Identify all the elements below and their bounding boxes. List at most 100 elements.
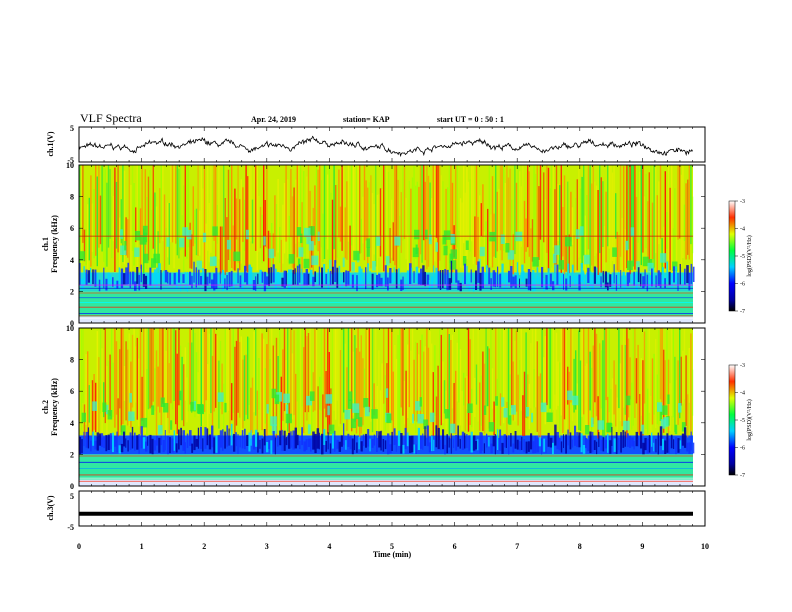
spectrum-streak: [215, 267, 218, 290]
spectrum-streak: [90, 440, 92, 452]
spectrum-streak: [467, 328, 470, 432]
spectrum-streak: [131, 334, 134, 408]
spectrum-patch: [140, 417, 148, 428]
spectrum-streak: [291, 353, 294, 420]
spectrum-streak: [574, 425, 577, 446]
spectrum-streak: [296, 265, 299, 286]
spectrum-streak: [129, 271, 131, 289]
spectrum-streak: [138, 358, 140, 427]
spectrum-streak: [544, 336, 546, 425]
spectrum-patch: [325, 394, 333, 404]
spectrum-streak: [376, 275, 379, 288]
spectrum-streak: [305, 439, 308, 450]
spectrum-streak: [681, 433, 685, 446]
spectrum-streak: [79, 328, 81, 429]
spectrum-streak: [79, 436, 82, 454]
frequency-tick-label: 2: [70, 450, 74, 459]
spectrum-streak: [596, 267, 598, 284]
spectrum-streak: [450, 433, 452, 454]
spectrum-streak: [530, 228, 532, 271]
spectrum-streak: [95, 165, 97, 256]
spectrum-streak: [109, 169, 111, 239]
spectrum-streak: [106, 182, 108, 267]
spectrum-streak: [199, 328, 201, 406]
spectrum-streak: [349, 273, 352, 289]
spectrum-streak: [347, 270, 350, 286]
spectrum-streak: [431, 343, 433, 432]
spectrum-streak: [479, 272, 482, 291]
spectrum-streak: [118, 445, 122, 454]
spectrum-streak: [373, 434, 376, 446]
spectrum-streak: [397, 179, 399, 248]
time-tick-label: 1: [140, 542, 144, 551]
spectrum-streak: [554, 424, 557, 446]
spectrum-streak: [603, 226, 606, 275]
spectrum-streak: [115, 341, 118, 415]
spectrum-streak: [270, 440, 273, 454]
spectrum-streak: [643, 331, 646, 404]
spectrum-streak: [285, 270, 287, 286]
spectrum-streak: [82, 328, 84, 404]
time-tick-label: 2: [202, 542, 206, 551]
ch1-waveform-ticks: [78, 127, 706, 162]
spectrum-streak: [619, 363, 622, 422]
spectrum-streak: [367, 263, 369, 283]
spectrum-streak: [434, 345, 436, 416]
spectrum-streak: [568, 234, 570, 274]
spectrum-patch: [342, 257, 345, 267]
spectrum-streak: [298, 328, 300, 432]
spectrum-streak: [634, 328, 636, 418]
spectrum-streak: [501, 442, 504, 454]
spectrum-streak: [671, 165, 673, 273]
frequency-tick-label: 6: [70, 387, 74, 396]
spectrum-streak: [85, 431, 89, 448]
spectrum-streak: [351, 274, 354, 288]
spectrum-streak: [597, 396, 599, 439]
spectrum-streak: [85, 354, 87, 425]
spectrum-streak: [239, 199, 241, 271]
spectrum-streak: [485, 328, 487, 407]
spectrum-streak: [123, 273, 126, 285]
spectrum-patch: [503, 408, 508, 418]
spectrum-streak: [384, 265, 387, 287]
spectrum-patch: [158, 425, 163, 435]
spectrum-streak: [429, 331, 431, 437]
spectrum-streak: [383, 328, 385, 404]
spectrum-streak: [615, 384, 617, 427]
spectrum-patch: [179, 390, 182, 401]
spectrum-patch: [642, 256, 649, 267]
spectrum-streak: [301, 427, 303, 446]
spectrum-streak: [216, 335, 218, 400]
spectrum-streak: [122, 328, 124, 425]
spectrum-streak: [156, 267, 158, 288]
spectrum-streak: [363, 368, 366, 410]
spectrum-streak: [153, 440, 157, 451]
spectrum-streak: [688, 272, 691, 291]
spectrum-streak: [147, 328, 150, 410]
spectrum-streak: [439, 165, 441, 261]
spectrum-streak: [610, 165, 612, 274]
station-label: station= KAP: [343, 115, 390, 124]
spectrum-streak: [346, 181, 348, 260]
spectrum-streak: [585, 274, 587, 289]
spectrum-streak: [316, 428, 320, 449]
spectrum-patch: [540, 402, 547, 413]
spectrum-streak: [261, 271, 264, 283]
spectrum-streak: [319, 376, 321, 410]
spectrum-streak: [104, 328, 106, 424]
spectrum-streak: [349, 435, 352, 450]
spectrum-streak: [351, 165, 353, 246]
spectrum-streak: [685, 355, 687, 427]
spectrum-streak: [351, 328, 353, 432]
spectrum-streak: [655, 275, 657, 288]
spectrum-streak: [106, 366, 108, 435]
spectrum-streak: [255, 429, 258, 447]
spectrum-streak: [149, 267, 152, 286]
spectrum-streak: [640, 273, 642, 287]
spectrum-patch: [139, 235, 147, 245]
ch3-ytick-neg5: -5: [67, 523, 74, 532]
spectrum-streak: [690, 431, 692, 451]
spectrum-streak: [530, 271, 532, 291]
date-label: Apr. 24, 2019: [251, 115, 296, 124]
spectrum-streak: [189, 271, 192, 285]
